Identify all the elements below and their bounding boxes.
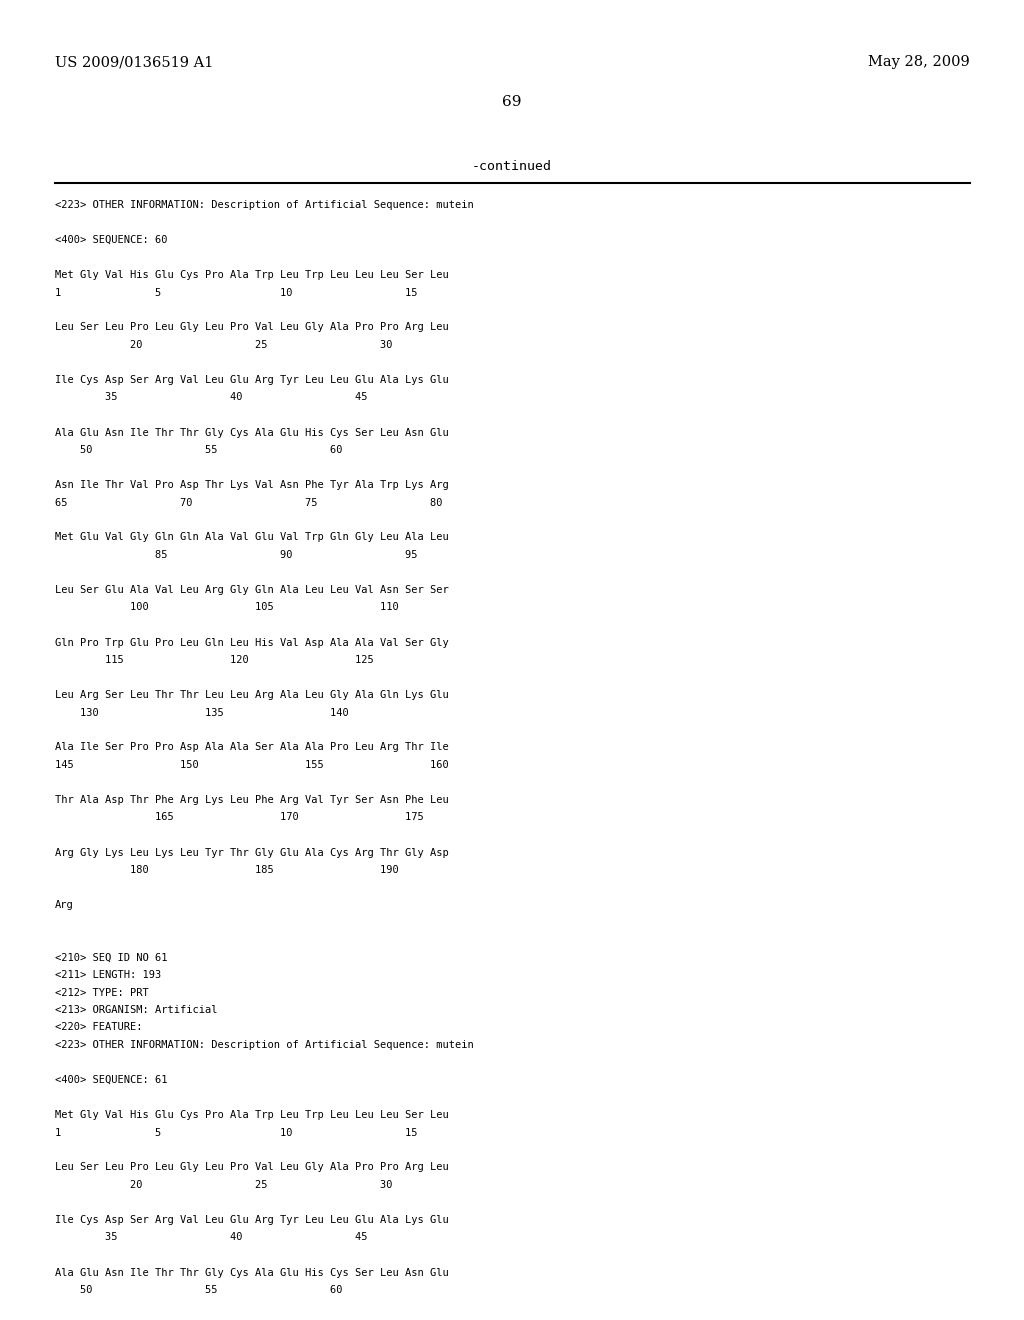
Text: 100                 105                 110: 100 105 110 bbox=[55, 602, 398, 612]
Text: Gln Pro Trp Glu Pro Leu Gln Leu His Val Asp Ala Ala Val Ser Gly: Gln Pro Trp Glu Pro Leu Gln Leu His Val … bbox=[55, 638, 449, 648]
Text: <211> LENGTH: 193: <211> LENGTH: 193 bbox=[55, 970, 161, 979]
Text: Arg: Arg bbox=[55, 900, 74, 909]
Text: Leu Arg Ser Leu Thr Thr Leu Leu Arg Ala Leu Gly Ala Gln Lys Glu: Leu Arg Ser Leu Thr Thr Leu Leu Arg Ala … bbox=[55, 690, 449, 700]
Text: Met Gly Val His Glu Cys Pro Ala Trp Leu Trp Leu Leu Leu Ser Leu: Met Gly Val His Glu Cys Pro Ala Trp Leu … bbox=[55, 271, 449, 280]
Text: 85                  90                  95: 85 90 95 bbox=[55, 550, 418, 560]
Text: Ala Glu Asn Ile Thr Thr Gly Cys Ala Glu His Cys Ser Leu Asn Glu: Ala Glu Asn Ile Thr Thr Gly Cys Ala Glu … bbox=[55, 428, 449, 437]
Text: Ala Glu Asn Ile Thr Thr Gly Cys Ala Glu His Cys Ser Leu Asn Glu: Ala Glu Asn Ile Thr Thr Gly Cys Ala Glu … bbox=[55, 1267, 449, 1278]
Text: <220> FEATURE:: <220> FEATURE: bbox=[55, 1023, 142, 1032]
Text: Ile Cys Asp Ser Arg Val Leu Glu Arg Tyr Leu Leu Glu Ala Lys Glu: Ile Cys Asp Ser Arg Val Leu Glu Arg Tyr … bbox=[55, 375, 449, 385]
Text: Thr Ala Asp Thr Phe Arg Lys Leu Phe Arg Val Tyr Ser Asn Phe Leu: Thr Ala Asp Thr Phe Arg Lys Leu Phe Arg … bbox=[55, 795, 449, 805]
Text: Leu Ser Glu Ala Val Leu Arg Gly Gln Ala Leu Leu Val Asn Ser Ser: Leu Ser Glu Ala Val Leu Arg Gly Gln Ala … bbox=[55, 585, 449, 595]
Text: Leu Ser Leu Pro Leu Gly Leu Pro Val Leu Gly Ala Pro Pro Arg Leu: Leu Ser Leu Pro Leu Gly Leu Pro Val Leu … bbox=[55, 322, 449, 333]
Text: May 28, 2009: May 28, 2009 bbox=[868, 55, 970, 69]
Text: 50                  55                  60: 50 55 60 bbox=[55, 445, 342, 455]
Text: 1               5                   10                  15: 1 5 10 15 bbox=[55, 288, 418, 297]
Text: 35                  40                  45: 35 40 45 bbox=[55, 1233, 368, 1242]
Text: 130                 135                 140: 130 135 140 bbox=[55, 708, 349, 718]
Text: 180                 185                 190: 180 185 190 bbox=[55, 865, 398, 875]
Text: <212> TYPE: PRT: <212> TYPE: PRT bbox=[55, 987, 148, 998]
Text: 115                 120                 125: 115 120 125 bbox=[55, 655, 374, 665]
Text: <213> ORGANISM: Artificial: <213> ORGANISM: Artificial bbox=[55, 1005, 217, 1015]
Text: 50                  55                  60: 50 55 60 bbox=[55, 1284, 342, 1295]
Text: 35                  40                  45: 35 40 45 bbox=[55, 392, 368, 403]
Text: 20                  25                  30: 20 25 30 bbox=[55, 341, 392, 350]
Text: Arg Gly Lys Leu Lys Leu Tyr Thr Gly Glu Ala Cys Arg Thr Gly Asp: Arg Gly Lys Leu Lys Leu Tyr Thr Gly Glu … bbox=[55, 847, 449, 858]
Text: Ile Cys Asp Ser Arg Val Leu Glu Arg Tyr Leu Leu Glu Ala Lys Glu: Ile Cys Asp Ser Arg Val Leu Glu Arg Tyr … bbox=[55, 1214, 449, 1225]
Text: <400> SEQUENCE: 61: <400> SEQUENCE: 61 bbox=[55, 1074, 168, 1085]
Text: Ala Ile Ser Pro Pro Asp Ala Ala Ser Ala Ala Pro Leu Arg Thr Ile: Ala Ile Ser Pro Pro Asp Ala Ala Ser Ala … bbox=[55, 742, 449, 752]
Text: 145                 150                 155                 160: 145 150 155 160 bbox=[55, 760, 449, 770]
Text: 69: 69 bbox=[502, 95, 522, 110]
Text: 165                 170                 175: 165 170 175 bbox=[55, 813, 424, 822]
Text: 65                  70                  75                  80: 65 70 75 80 bbox=[55, 498, 442, 507]
Text: 20                  25                  30: 20 25 30 bbox=[55, 1180, 392, 1191]
Text: <210> SEQ ID NO 61: <210> SEQ ID NO 61 bbox=[55, 953, 168, 962]
Text: 1               5                   10                  15: 1 5 10 15 bbox=[55, 1127, 418, 1138]
Text: <223> OTHER INFORMATION: Description of Artificial Sequence: mutein: <223> OTHER INFORMATION: Description of … bbox=[55, 201, 474, 210]
Text: Met Gly Val His Glu Cys Pro Ala Trp Leu Trp Leu Leu Leu Ser Leu: Met Gly Val His Glu Cys Pro Ala Trp Leu … bbox=[55, 1110, 449, 1119]
Text: US 2009/0136519 A1: US 2009/0136519 A1 bbox=[55, 55, 213, 69]
Text: Met Glu Val Gly Gln Gln Ala Val Glu Val Trp Gln Gly Leu Ala Leu: Met Glu Val Gly Gln Gln Ala Val Glu Val … bbox=[55, 532, 449, 543]
Text: Asn Ile Thr Val Pro Asp Thr Lys Val Asn Phe Tyr Ala Trp Lys Arg: Asn Ile Thr Val Pro Asp Thr Lys Val Asn … bbox=[55, 480, 449, 490]
Text: <400> SEQUENCE: 60: <400> SEQUENCE: 60 bbox=[55, 235, 168, 246]
Text: <223> OTHER INFORMATION: Description of Artificial Sequence: mutein: <223> OTHER INFORMATION: Description of … bbox=[55, 1040, 474, 1049]
Text: -continued: -continued bbox=[472, 160, 552, 173]
Text: Leu Ser Leu Pro Leu Gly Leu Pro Val Leu Gly Ala Pro Pro Arg Leu: Leu Ser Leu Pro Leu Gly Leu Pro Val Leu … bbox=[55, 1163, 449, 1172]
